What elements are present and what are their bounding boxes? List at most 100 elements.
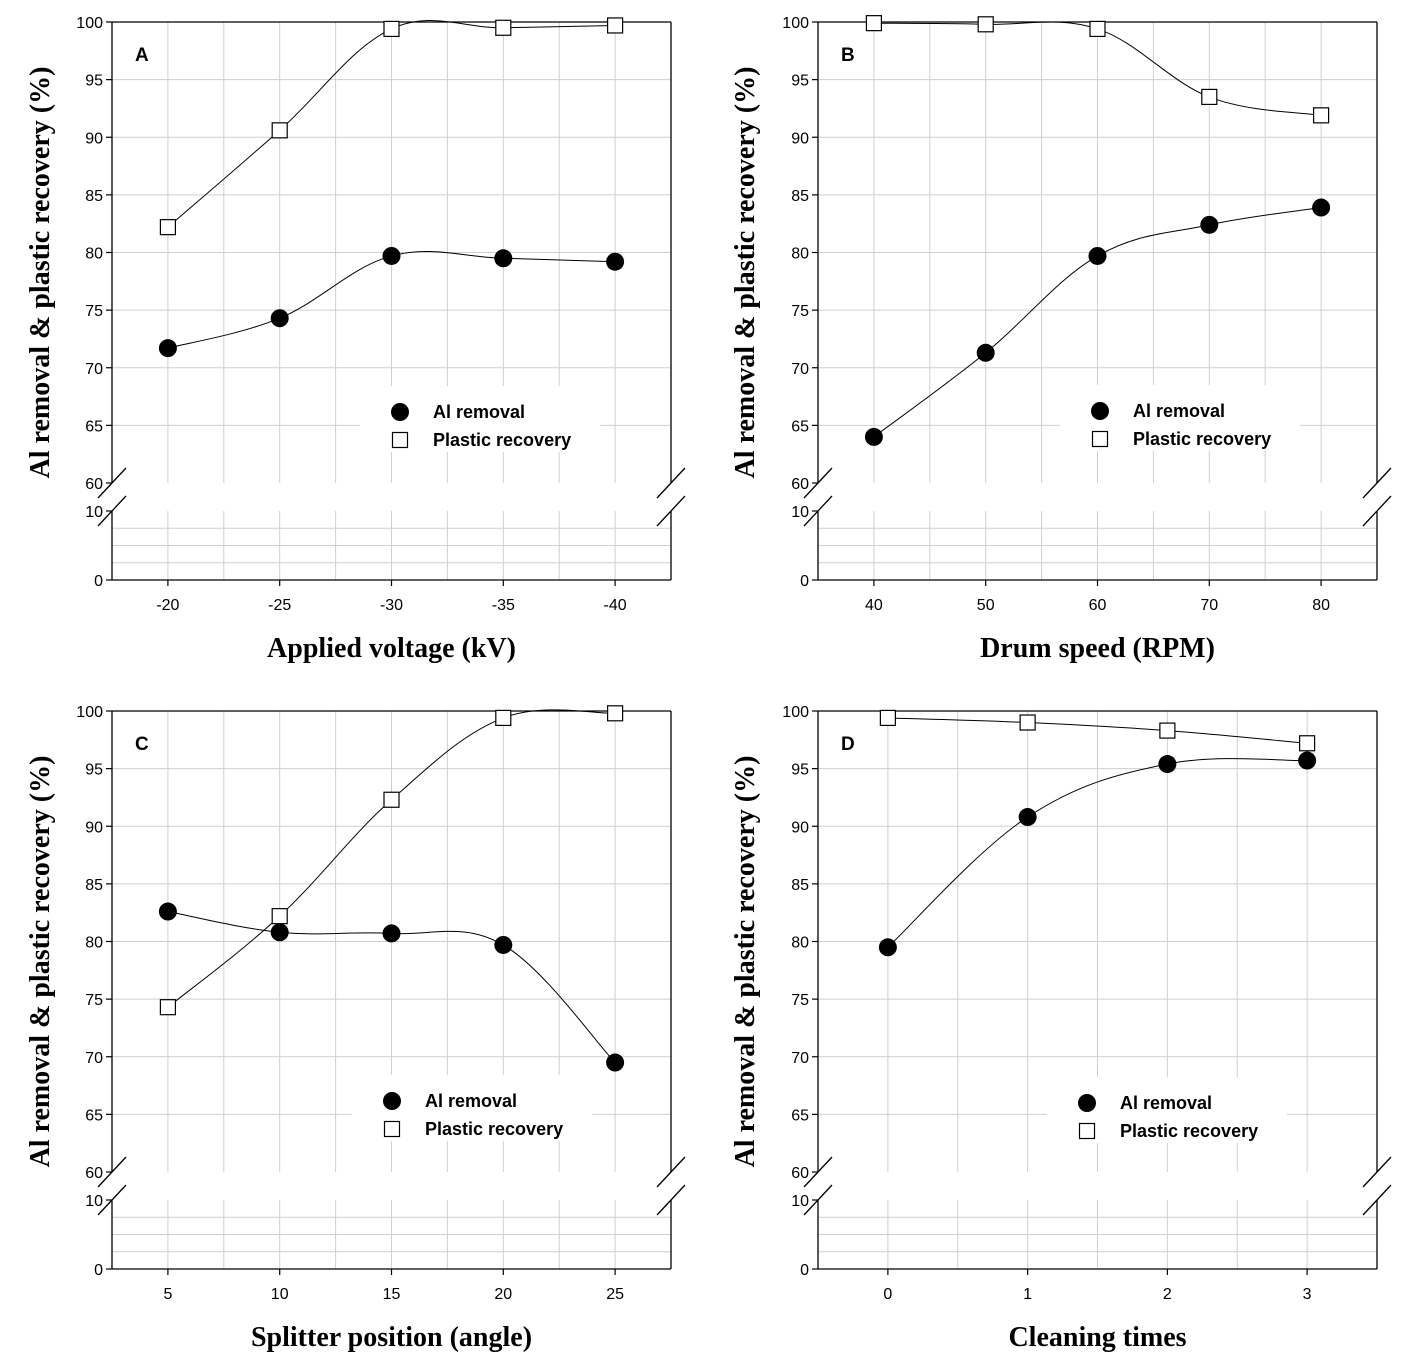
panel-letter: D: [841, 734, 855, 755]
y-tick-label: 10: [791, 504, 809, 521]
data-point-al-removal: [494, 935, 513, 954]
legend: Al removal Plastic recovery: [1060, 385, 1300, 451]
legend-marker: [1091, 402, 1109, 420]
y-tick-label: 70: [791, 1050, 809, 1067]
y-tick-label: 95: [85, 73, 103, 90]
x-tick-label: 60: [1089, 597, 1107, 614]
data-point-al-removal: [976, 343, 995, 362]
data-point-plastic-recovery: [879, 709, 896, 727]
x-axis-title: Cleaning times: [1008, 1322, 1186, 1353]
y-tick-label: 95: [791, 762, 809, 779]
x-tick-label: -25: [268, 597, 291, 614]
x-tick-label: 25: [606, 1286, 624, 1303]
x-tick-label: 40: [865, 597, 883, 614]
x-tick-label: -20: [156, 597, 179, 614]
data-point-al-removal: [1088, 246, 1107, 265]
legend: Al removal Plastic recovery: [352, 1075, 592, 1141]
legend-label: Al removal: [433, 402, 525, 422]
y-tick-label: 80: [85, 246, 103, 263]
data-point-plastic-recovery: [271, 908, 288, 925]
x-tick-label: -40: [604, 597, 627, 614]
data-point-plastic-recovery: [1089, 20, 1106, 38]
legend-label: Al removal: [425, 1091, 517, 1111]
x-tick-label: 2: [1163, 1286, 1172, 1303]
data-point-plastic-recovery: [159, 219, 176, 236]
data-point-al-removal: [878, 938, 897, 957]
panel-letter: C: [135, 734, 149, 755]
data-point-al-removal: [494, 249, 513, 268]
y-tick-label: 10: [85, 1193, 103, 1210]
y-tick-label: 60: [85, 1165, 103, 1182]
data-point-al-removal: [1018, 808, 1037, 827]
x-tick-label: 1: [1023, 1286, 1032, 1303]
legend: Al removal Plastic recovery: [360, 386, 600, 452]
y-tick-label: 90: [85, 819, 103, 836]
data-point-plastic-recovery: [606, 17, 624, 34]
data-point-plastic-recovery: [1019, 714, 1036, 731]
y-tick-label: 10: [791, 1193, 809, 1210]
y-tick-label: 60: [791, 1165, 809, 1182]
panel-letter: B: [841, 45, 855, 66]
data-point-plastic-recovery: [383, 20, 400, 38]
legend-label: Al removal: [1133, 401, 1225, 421]
x-axis-title: Splitter position (angle): [251, 1322, 532, 1353]
legend-marker: [391, 431, 409, 449]
y-tick-label: 75: [85, 303, 103, 320]
x-tick-label: 5: [163, 1286, 172, 1303]
y-tick-label: 85: [85, 877, 103, 894]
axis-break-mark-right: [656, 467, 686, 499]
x-tick-label: 20: [494, 1286, 512, 1303]
axis-break-mark-right: [1362, 1156, 1392, 1188]
y-tick-label: 80: [791, 935, 809, 952]
y-tick-label: 90: [791, 819, 809, 836]
y-tick-label: 0: [800, 1262, 809, 1279]
series-curve-al-removal: [887, 758, 1308, 948]
data-point-plastic-recovery: [383, 791, 400, 808]
y-tick-label: 65: [791, 418, 809, 435]
y-tick-label: 60: [791, 476, 809, 493]
data-point-al-removal: [1298, 751, 1317, 770]
x-tick-label: 70: [1200, 597, 1218, 614]
y-tick-label: 65: [85, 418, 103, 435]
grid: [112, 711, 671, 1269]
panel-letter: A: [135, 45, 149, 66]
legend-marker: [1091, 430, 1109, 448]
data-point-plastic-recovery: [1201, 88, 1218, 106]
grid: [112, 22, 671, 580]
data-point-plastic-recovery: [1159, 722, 1176, 739]
legend-marker: [383, 1092, 401, 1110]
x-tick-label: 80: [1312, 597, 1330, 614]
x-tick-label: 0: [883, 1286, 892, 1303]
legend-marker: [383, 1120, 401, 1138]
legend-label: Plastic recovery: [1120, 1121, 1258, 1141]
axis-break-mark-right: [1362, 495, 1392, 527]
data-point-plastic-recovery: [1299, 735, 1316, 752]
x-tick-label: -30: [380, 597, 403, 614]
y-tick-label: 80: [85, 935, 103, 952]
y-tick-label: 0: [94, 573, 103, 590]
y-tick-label: 85: [791, 877, 809, 894]
series-curve-plastic-recovery: [887, 717, 1308, 744]
data-point-al-removal: [1158, 755, 1177, 774]
data-point-plastic-recovery: [495, 19, 512, 36]
grid: [818, 711, 1377, 1269]
x-tick-label: -35: [492, 597, 515, 614]
y-axis-title: Al removal & plastic recovery (%): [25, 756, 56, 1168]
y-tick-label: 100: [76, 15, 103, 32]
y-tick-label: 100: [782, 704, 809, 721]
y-axis-title: Al removal & plastic recovery (%): [730, 67, 761, 479]
data-point-al-removal: [1312, 198, 1331, 217]
legend-label: Al removal: [1120, 1093, 1212, 1113]
y-tick-label: 95: [791, 73, 809, 90]
y-tick-label: 100: [76, 704, 103, 721]
legend-label: Plastic recovery: [425, 1119, 563, 1139]
data-point-al-removal: [270, 309, 289, 328]
data-point-al-removal: [606, 252, 625, 271]
x-tick-label: 50: [977, 597, 995, 614]
x-tick-label: 3: [1303, 1286, 1312, 1303]
axis-break-mark-right: [656, 495, 686, 527]
y-tick-label: 75: [791, 303, 809, 320]
data-point-plastic-recovery: [271, 122, 288, 139]
grid: [818, 22, 1377, 580]
